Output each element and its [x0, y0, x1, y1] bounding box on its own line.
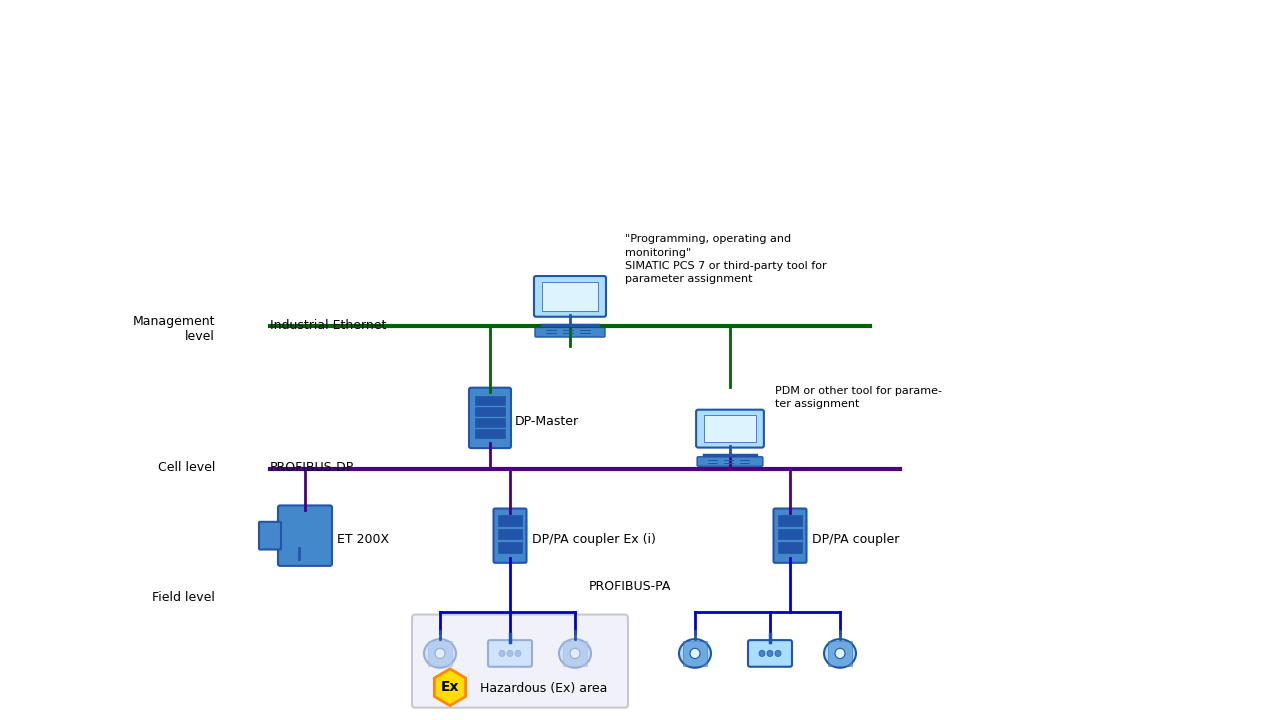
Circle shape	[507, 650, 513, 657]
FancyBboxPatch shape	[488, 640, 532, 667]
Bar	[498, 528, 522, 539]
Bar	[563, 641, 588, 666]
Bar	[778, 542, 803, 553]
FancyBboxPatch shape	[773, 508, 806, 563]
Ellipse shape	[559, 639, 591, 667]
Polygon shape	[434, 669, 466, 706]
Text: PDM or other tool for parame-
ter assignment: PDM or other tool for parame- ter assign…	[774, 386, 942, 409]
FancyBboxPatch shape	[259, 522, 282, 549]
Circle shape	[759, 650, 765, 657]
Text: Ex: Ex	[440, 680, 460, 694]
Text: Hazardous (Ex) area: Hazardous (Ex) area	[480, 682, 608, 695]
Circle shape	[499, 650, 506, 657]
Bar	[475, 418, 506, 427]
Bar	[828, 641, 852, 666]
Circle shape	[767, 650, 773, 657]
Text: Field level: Field level	[152, 590, 215, 603]
FancyBboxPatch shape	[535, 327, 605, 337]
Circle shape	[690, 648, 700, 659]
Text: "Programming, operating and
monitoring"
SIMATIC PCS 7 or third-party tool for
pa: "Programming, operating and monitoring" …	[625, 234, 827, 284]
Text: DP-Master: DP-Master	[515, 415, 579, 428]
Bar	[778, 516, 803, 526]
Bar	[475, 429, 506, 438]
FancyBboxPatch shape	[698, 456, 763, 467]
FancyBboxPatch shape	[278, 505, 332, 566]
Text: Industrial Ethernet: Industrial Ethernet	[270, 319, 387, 332]
Bar	[498, 516, 522, 526]
Text: What are the two variations of the PROFIBUS: What are the two variations of the PROFI…	[178, 40, 1102, 73]
FancyBboxPatch shape	[534, 276, 605, 317]
Text: DP/PA coupler Ex (i): DP/PA coupler Ex (i)	[532, 534, 655, 546]
Bar	[498, 542, 522, 553]
Bar	[428, 641, 452, 666]
Bar	[475, 396, 506, 405]
Text: Management
level: Management level	[133, 315, 215, 343]
FancyBboxPatch shape	[412, 614, 628, 708]
FancyBboxPatch shape	[468, 387, 511, 448]
Circle shape	[515, 650, 521, 657]
Text: PROFIBUS-PA: PROFIBUS-PA	[589, 580, 671, 593]
Ellipse shape	[424, 639, 456, 667]
Circle shape	[435, 648, 445, 659]
Text: ET 200X: ET 200X	[337, 534, 389, 546]
Text: DP/PA coupler: DP/PA coupler	[812, 534, 900, 546]
Text: PROFIBUS-DP: PROFIBUS-DP	[270, 461, 355, 474]
Circle shape	[835, 648, 845, 659]
FancyBboxPatch shape	[696, 410, 764, 448]
Circle shape	[774, 650, 781, 657]
Ellipse shape	[824, 639, 856, 667]
Bar	[543, 282, 598, 310]
Ellipse shape	[678, 639, 710, 667]
Text: communication protocol?: communication protocol?	[383, 90, 897, 124]
Bar	[684, 641, 707, 666]
FancyBboxPatch shape	[748, 640, 792, 667]
Text: Cell level: Cell level	[157, 461, 215, 474]
Circle shape	[570, 648, 580, 659]
Bar	[475, 407, 506, 416]
Bar	[704, 415, 756, 442]
FancyBboxPatch shape	[494, 508, 526, 563]
Bar	[778, 528, 803, 539]
